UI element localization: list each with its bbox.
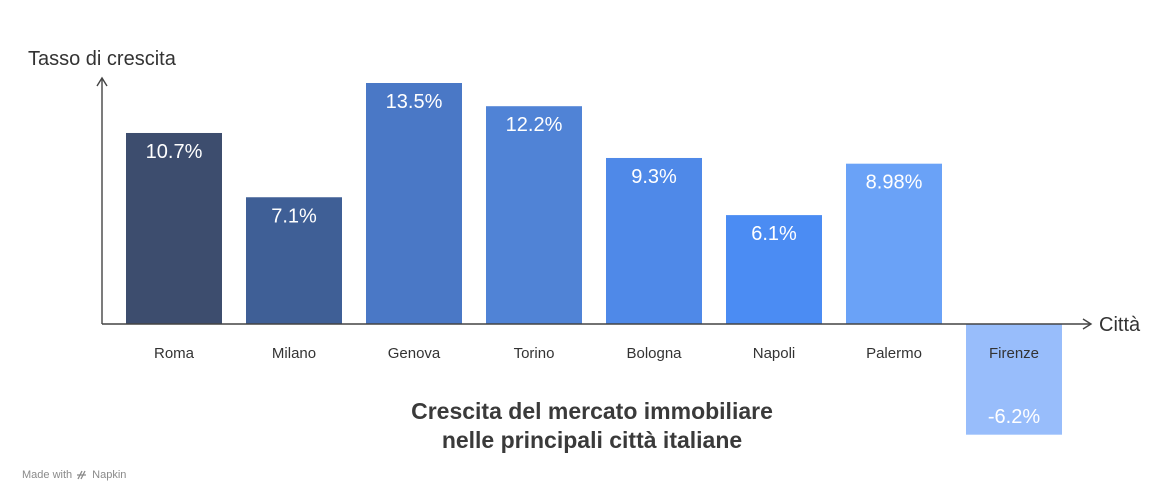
chart-title-line-2: nelle principali città italiane bbox=[442, 427, 742, 453]
bar-bologna bbox=[606, 157, 702, 324]
value-label-bologna: 9.3% bbox=[631, 166, 677, 188]
napkin-logo-icon bbox=[77, 470, 87, 480]
y-axis-label: Tasso di crescita bbox=[28, 48, 177, 70]
bar-napoli bbox=[726, 215, 822, 324]
value-label-roma: 10.7% bbox=[146, 141, 203, 163]
value-label-torino: 12.2% bbox=[506, 114, 563, 136]
made-with-text: Made with bbox=[22, 469, 73, 481]
made-with-footer: Made with Napkin bbox=[22, 469, 126, 481]
value-label-firenze: -6.2% bbox=[988, 406, 1040, 428]
category-label-palermo: Palermo bbox=[866, 345, 922, 362]
bar-firenze bbox=[966, 324, 1062, 435]
category-label-genova: Genova bbox=[388, 345, 441, 362]
bar-genova bbox=[366, 83, 462, 324]
value-label-genova: 13.5% bbox=[386, 91, 443, 113]
value-label-palermo: 8.98% bbox=[866, 172, 923, 194]
chart-title-line-1: Crescita del mercato immobiliare bbox=[411, 398, 773, 424]
x-axis-label: Città bbox=[1099, 314, 1141, 336]
x-axis-arrow bbox=[1082, 318, 1093, 330]
category-label-roma: Roma bbox=[154, 345, 195, 362]
category-label-bologna: Bologna bbox=[626, 345, 682, 362]
value-label-milano: 7.1% bbox=[271, 205, 317, 227]
category-label-milano: Milano bbox=[272, 345, 316, 362]
bar-roma bbox=[126, 132, 222, 324]
category-label-firenze: Firenze bbox=[989, 345, 1039, 362]
category-label-torino: Torino bbox=[514, 345, 555, 362]
category-label-napoli: Napoli bbox=[753, 345, 796, 362]
axes-group bbox=[96, 76, 1093, 330]
brand-name: Napkin bbox=[92, 469, 127, 481]
bar-torino bbox=[486, 106, 582, 325]
labels-group: 10.7% Roma 7.1% Milano 13.5% Genova 12.2% Torin… bbox=[146, 91, 1041, 428]
bars-group bbox=[126, 83, 1062, 435]
bar-palermo bbox=[846, 163, 942, 324]
bar-milano bbox=[246, 197, 342, 324]
y-axis-arrow bbox=[96, 76, 108, 87]
value-label-napoli: 6.1% bbox=[751, 223, 797, 245]
